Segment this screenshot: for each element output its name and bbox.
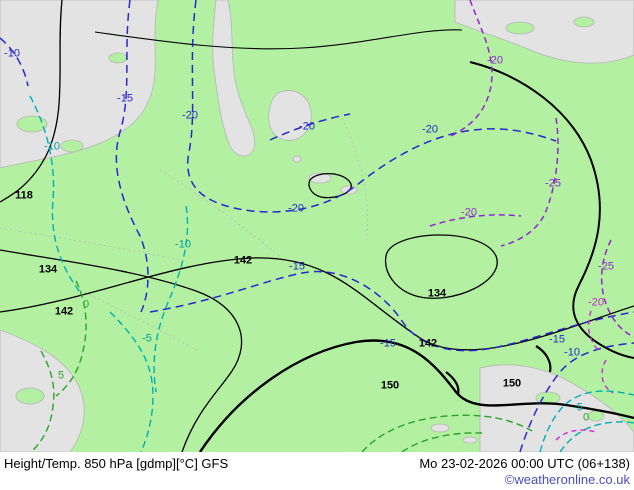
- caption-bar: Height/Temp. 850 hPa [gdmp][°C] GFS Mo 2…: [0, 452, 634, 490]
- caption-valid-time: Mo 23-02-2026 00:00 UTC (06+138): [419, 456, 630, 471]
- weather-map: [0, 0, 634, 452]
- caption-parameter: Height/Temp. 850 hPa [gdmp][°C] GFS: [4, 456, 229, 471]
- caption-row: Height/Temp. 850 hPa [gdmp][°C] GFS Mo 2…: [0, 452, 634, 471]
- copyright-text: ©weatheronline.co.uk: [504, 472, 630, 487]
- copyright-row: ©weatheronline.co.uk: [0, 471, 634, 487]
- map-area: 118 134 142 142 134 142 150 150 -10 -15 -20 -20 -20-…: [0, 0, 634, 452]
